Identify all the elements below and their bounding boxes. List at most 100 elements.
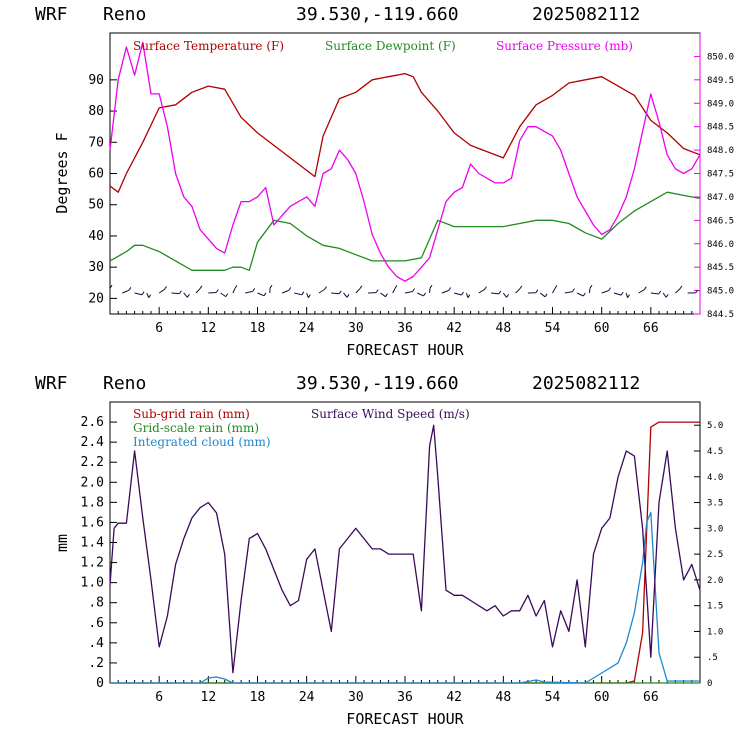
wind-barb-flag <box>555 285 557 288</box>
wind-barb-flag <box>659 291 661 294</box>
wind-barb-flag <box>360 286 362 289</box>
p2-y2-tick-label: 5.0 <box>707 421 723 431</box>
p1-legend-temperature: Surface Temperature (F) <box>133 39 284 53</box>
p1-x-tick-label: 18 <box>250 321 266 336</box>
wind-barb-flag <box>609 288 611 291</box>
wind-barb-flag <box>235 285 237 288</box>
wind-barb-mark <box>258 293 265 296</box>
p2-y-tick-label: 2.4 <box>81 435 105 450</box>
wind-barb-flag <box>179 291 181 294</box>
wind-barb-flag <box>468 295 470 298</box>
p2-x-tick-label: 54 <box>545 690 561 705</box>
p1-x-tick-label: 30 <box>348 321 364 336</box>
p2-y-tick-label: .4 <box>88 636 104 651</box>
p2-y-tick-label: .6 <box>88 616 104 631</box>
p2-y2-tick-label: 4.0 <box>707 473 723 483</box>
p2-x-tick-label: 6 <box>155 690 163 705</box>
p2-x-tick-label: 42 <box>446 690 462 705</box>
p2-x-tick-label: 12 <box>201 690 217 705</box>
wind-barb-flag <box>644 287 646 290</box>
wind-barb-flag <box>499 291 501 294</box>
p1-y2-tick-label: 844.5 <box>707 310 734 320</box>
wind-barb-mark <box>208 293 216 294</box>
p2-legend-wind-speed: Surface Wind Speed (m/s) <box>311 407 470 421</box>
wind-barb-mark <box>393 288 395 293</box>
wind-barb-mark <box>307 293 309 298</box>
wind-barb-mark <box>479 290 485 293</box>
wind-barb-flag <box>308 295 310 298</box>
wind-barb-flag <box>187 294 189 297</box>
wind-barb-mark <box>171 293 179 294</box>
wind-barb-mark <box>196 289 200 293</box>
wind-barb-mark <box>184 293 188 297</box>
wind-barb-mark <box>344 293 347 297</box>
wind-barb-flag <box>628 295 630 298</box>
wind-barb-flag <box>545 294 547 297</box>
p1-y-tick-label: 40 <box>88 229 104 244</box>
wind-barb-flag <box>347 294 349 297</box>
p2-legend-integrated-cloud: Integrated cloud (mm) <box>133 435 271 449</box>
wind-barb-mark <box>602 291 609 293</box>
wind-barb-flag <box>149 295 151 298</box>
wind-barb-mark <box>221 293 226 297</box>
p2-y2-tick-label: 2.0 <box>707 576 723 586</box>
p1-coords-label: 39.530,-119.660 <box>296 4 459 25</box>
p2-y-tick-label: 1.6 <box>81 515 104 530</box>
p1-y2-tick-label: 848.0 <box>707 146 734 156</box>
wind-barb-mark <box>417 293 423 296</box>
p2-x-tick-label: 48 <box>496 690 512 705</box>
p1-series-group <box>110 42 700 281</box>
p2-legend-subgrid-rain: Sub-grid rain (mm) <box>133 407 250 421</box>
wind-barb-flag <box>520 286 522 289</box>
p2-x-tick-label: 24 <box>299 690 315 705</box>
wind-barb-flag <box>376 290 378 293</box>
p2-y-tick-label: 0 <box>96 676 104 691</box>
wind-barb-flag <box>226 294 228 297</box>
wind-barb-mark <box>233 288 235 293</box>
wind-barb-flag <box>289 287 291 290</box>
wind-barb-mark <box>540 293 545 297</box>
p1-y2-tick-label: 846.0 <box>707 240 734 250</box>
wind-barb-flag <box>430 285 432 288</box>
p1-station-label: Reno <box>103 4 146 25</box>
wind-barb-mark <box>626 293 627 298</box>
p2-y-axis-label: mm <box>53 534 71 552</box>
p1-y2-tick-label: 845.5 <box>707 263 734 273</box>
wind-barb-mark <box>466 293 467 298</box>
p1-x-tick-label: 60 <box>594 321 610 336</box>
wind-barb-flag <box>583 293 585 296</box>
wind-barb-flag <box>216 290 218 293</box>
p2-y2-tick-label: .5 <box>707 653 718 663</box>
p2-y-tick-label: .2 <box>88 656 104 671</box>
p2-y-tick-label: .8 <box>88 596 104 611</box>
p2-y-tick-label: 1.0 <box>81 576 104 591</box>
wind-barb-mark <box>614 293 621 295</box>
wind-barb-flag <box>680 286 682 289</box>
p2-x-tick-label: 18 <box>250 690 266 705</box>
p1-x-tick-label: 42 <box>446 321 462 336</box>
p2-y2-tick-label: 0 <box>707 679 712 689</box>
wind-barb-mark <box>147 293 149 298</box>
wind-barb-flag <box>270 285 272 288</box>
p1-y-tick-label: 80 <box>88 104 104 119</box>
p2-series-line-3 <box>110 425 700 673</box>
p1-x-axis-label: FORECAST HOUR <box>346 341 464 359</box>
wind-barb-mark <box>356 289 360 293</box>
p2-y2-tick-label: 1.0 <box>707 627 723 637</box>
p2-y-tick-label: 2.2 <box>81 455 104 470</box>
p2-x-axis-label: FORECAST HOUR <box>346 710 464 728</box>
wind-barb-mark <box>380 293 385 297</box>
wind-barb-flag <box>484 287 486 290</box>
p1-y2-tick-label: 848.5 <box>707 123 734 133</box>
wind-barb-flag <box>386 294 388 297</box>
wind-barb-mark <box>565 292 573 293</box>
p2-station-label: Reno <box>103 373 146 394</box>
p2-y-tick-label: 1.2 <box>81 556 104 571</box>
p2-y2-tick-label: 1.5 <box>707 602 723 612</box>
p1-y-axis-label: Degrees F <box>53 132 71 213</box>
p2-y2-tick-label: 2.5 <box>707 550 723 560</box>
p2-series-group <box>110 422 700 683</box>
p1-y-tick-label: 60 <box>88 167 104 182</box>
